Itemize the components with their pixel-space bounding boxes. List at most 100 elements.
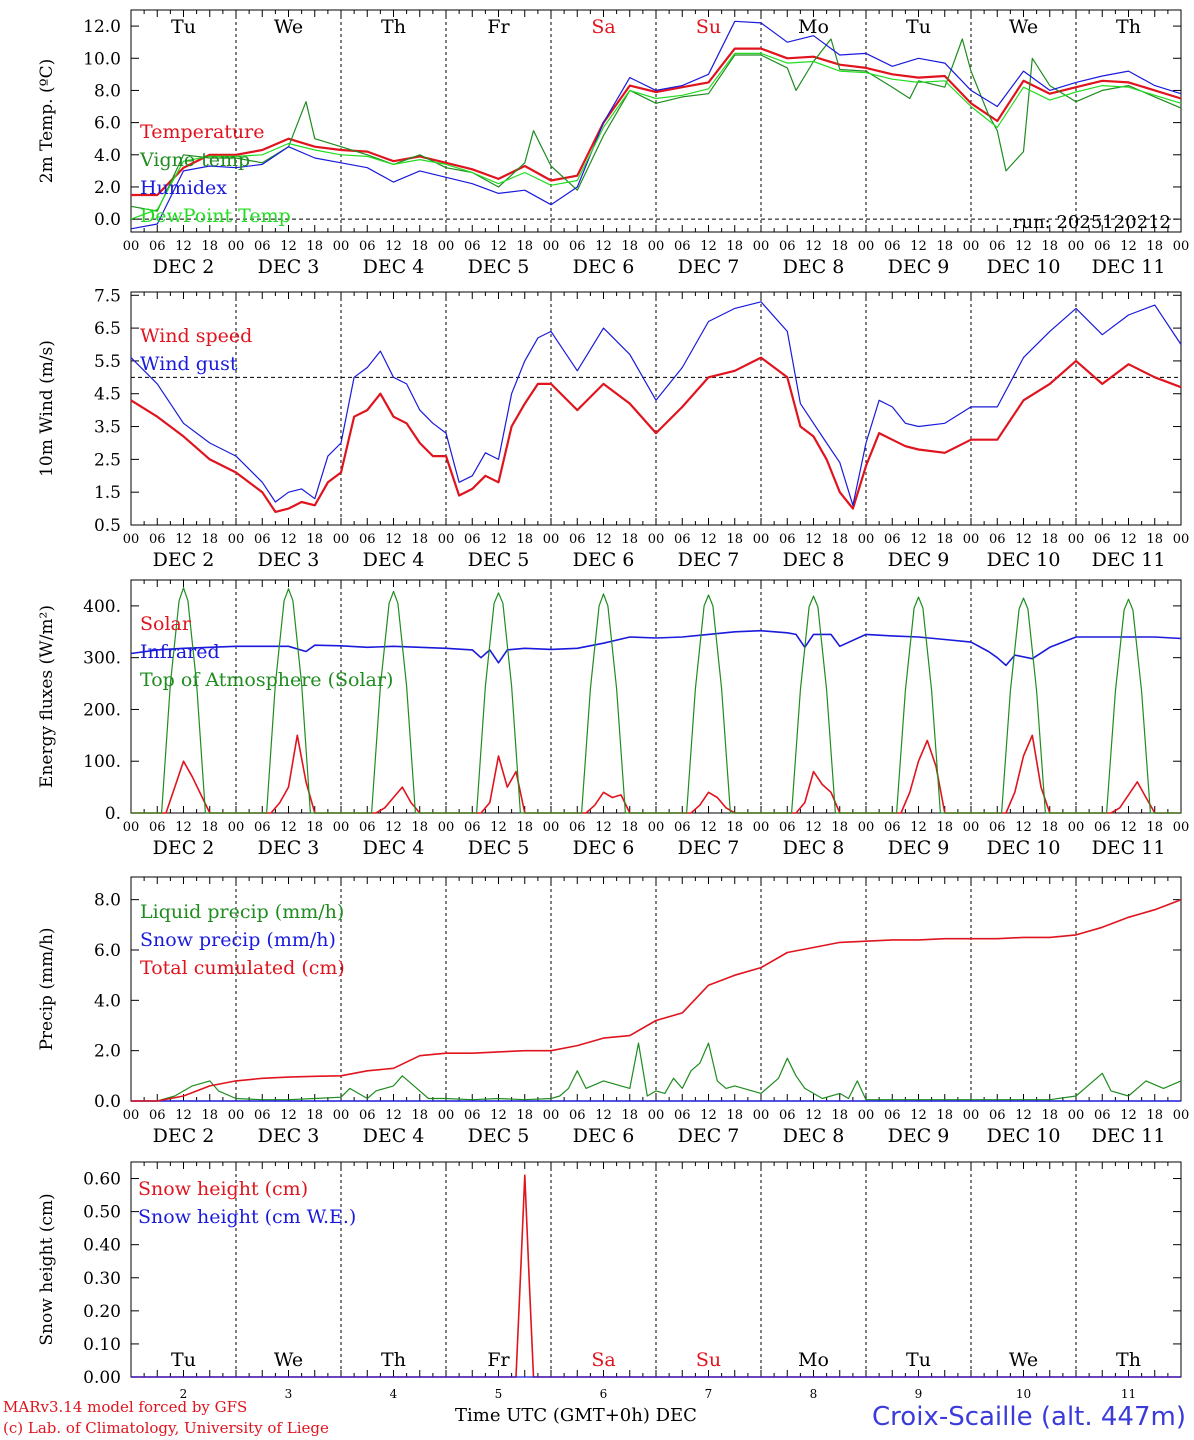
hour-tick-label: 12 — [385, 1108, 402, 1123]
date-label: DEC 2 — [153, 837, 215, 859]
hour-tick-label: 06 — [674, 1108, 691, 1123]
hour-tick-label: 00 — [858, 1108, 875, 1123]
y-tick-label: 0.60 — [83, 1170, 121, 1190]
legend-entry: Snow precip (mm/h) — [140, 929, 336, 951]
hour-tick-label: 00 — [963, 1108, 980, 1123]
date-label: DEC 7 — [678, 256, 740, 278]
hour-tick-label: 06 — [1094, 532, 1111, 547]
y-tick-label: 3.5 — [94, 418, 121, 438]
hour-tick-label: 06 — [989, 532, 1006, 547]
date-label: DEC 4 — [363, 256, 425, 278]
date-label: DEC 8 — [783, 837, 845, 859]
date-label: DEC 10 — [987, 549, 1061, 571]
hour-tick-label: 00 — [1068, 1108, 1085, 1123]
hour-tick-label: 00 — [1173, 532, 1190, 547]
hour-tick-label: 06 — [149, 239, 166, 254]
hour-tick-label: 18 — [936, 820, 953, 835]
hour-tick-label: 12 — [700, 239, 717, 254]
hour-tick-label: 00 — [228, 532, 245, 547]
hour-tick-label: 18 — [1146, 1108, 1163, 1123]
hour-tick-label: 12 — [385, 239, 402, 254]
hour-tick-label: 18 — [1041, 239, 1058, 254]
date-label: DEC 4 — [363, 549, 425, 571]
hour-tick-label: 06 — [674, 532, 691, 547]
hour-tick-label: 06 — [989, 1108, 1006, 1123]
hour-tick-label: 18 — [516, 532, 533, 547]
hour-tick-label: 12 — [595, 239, 612, 254]
legend-entry: Wind speed — [140, 325, 252, 347]
x-axis-label: Time UTC (GMT+0h) DEC — [455, 1405, 697, 1426]
date-label: DEC 7 — [678, 1125, 740, 1147]
hour-tick-label: 06 — [779, 1108, 796, 1123]
hour-tick-label: 12 — [490, 532, 507, 547]
y-tick-label: 0.5 — [94, 516, 121, 536]
date-label: DEC 2 — [153, 1125, 215, 1147]
hour-tick-label: 00 — [333, 820, 350, 835]
y-tick-label: 5.5 — [94, 352, 121, 372]
day-name-top: Tu — [906, 16, 931, 38]
hour-tick-label: 18 — [936, 239, 953, 254]
hour-tick-label: 06 — [674, 820, 691, 835]
hour-tick-label: 00 — [228, 239, 245, 254]
hour-tick-label: 18 — [831, 239, 848, 254]
hour-tick-label: 18 — [306, 239, 323, 254]
y-axis-label: 10m Wind (m/s) — [37, 340, 57, 477]
y-axis-label: Energy fluxes (W/m²) — [37, 605, 57, 788]
day-name-top: Su — [696, 16, 721, 38]
hour-tick-label: 00 — [228, 820, 245, 835]
y-tick-label: 0.40 — [83, 1236, 121, 1256]
hour-tick-label: 00 — [123, 820, 140, 835]
hour-tick-label: 18 — [831, 532, 848, 547]
series-line-humidex — [130, 20, 1182, 230]
hour-tick-label: 00 — [648, 1108, 665, 1123]
hour-tick-label: 12 — [175, 532, 192, 547]
date-label: DEC 8 — [783, 1125, 845, 1147]
hour-tick-label: 00 — [963, 239, 980, 254]
hour-tick-label: 06 — [779, 820, 796, 835]
series-line-wind-speed — [130, 356, 1182, 513]
hour-tick-label: 18 — [621, 532, 638, 547]
hour-tick-label: 06 — [464, 239, 481, 254]
hour-tick-label: 00 — [753, 239, 770, 254]
hour-tick-label: 18 — [1146, 239, 1163, 254]
date-label: DEC 11 — [1092, 549, 1166, 571]
hour-tick-label: 18 — [201, 1108, 218, 1123]
date-label: DEC 3 — [258, 256, 320, 278]
hour-tick-label: 00 — [858, 532, 875, 547]
hour-tick-label: 00 — [438, 1108, 455, 1123]
hour-tick-label: 12 — [700, 1108, 717, 1123]
hour-tick-label: 18 — [726, 532, 743, 547]
day-name-top: Th — [381, 16, 406, 38]
hour-tick-label: 12 — [700, 532, 717, 547]
y-tick-label: 10.0 — [83, 49, 121, 69]
hour-tick-label: 06 — [569, 239, 586, 254]
hour-tick-label: 00 — [963, 820, 980, 835]
hour-tick-label: 06 — [464, 820, 481, 835]
hour-tick-label: 06 — [464, 1108, 481, 1123]
y-tick-label: 12.0 — [83, 17, 121, 37]
y-tick-label: 8.0 — [94, 891, 121, 911]
y-tick-label: 2.0 — [94, 1042, 121, 1062]
hour-tick-label: 06 — [254, 239, 271, 254]
legend-entry: Temperature — [140, 121, 264, 143]
legend-entry: Vigne temp — [139, 149, 250, 171]
date-label: DEC 2 — [153, 256, 215, 278]
y-tick-label: 2.5 — [94, 450, 121, 470]
hour-tick-label: 18 — [1146, 532, 1163, 547]
day-number-label: 4 — [390, 1387, 398, 1401]
legend-entry: Infrared — [140, 641, 220, 663]
legend-entry: Total cumulated (cm) — [140, 957, 345, 979]
date-label: DEC 11 — [1092, 256, 1166, 278]
hour-tick-label: 00 — [1173, 820, 1190, 835]
date-label: DEC 7 — [678, 837, 740, 859]
hour-tick-label: 06 — [149, 532, 166, 547]
hour-tick-label: 00 — [858, 239, 875, 254]
day-number-label: 3 — [285, 1387, 293, 1401]
date-label: DEC 4 — [363, 837, 425, 859]
lab-credit: (c) Lab. of Climatology, University of L… — [3, 1419, 329, 1437]
date-label: DEC 5 — [468, 549, 530, 571]
y-axis-label: Precip (mm/h) — [37, 927, 57, 1050]
date-label: DEC 3 — [258, 1125, 320, 1147]
date-label: DEC 4 — [363, 1125, 425, 1147]
legend-entry: Snow height (cm W.E.) — [138, 1206, 356, 1228]
